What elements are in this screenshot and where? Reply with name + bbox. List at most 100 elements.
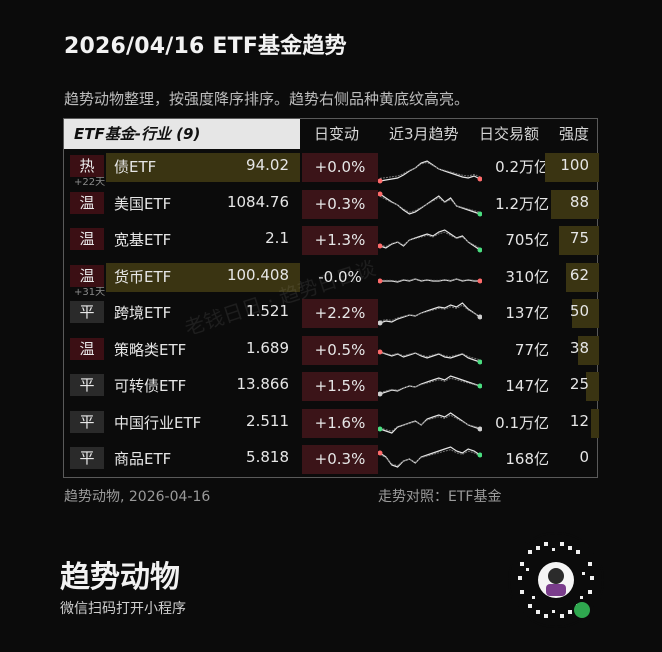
sparkline-path [379,302,481,324]
col-volume-header[interactable]: 日交易额 [479,125,540,143]
sparkline-benchmark-path [379,161,481,179]
sparkline-end-dot [477,452,482,458]
table-row[interactable]: 温策略类ETF 1.689 +0.5% 77亿 38 [64,334,599,370]
sparkline-start-dot [378,450,383,456]
etf-name[interactable]: 宽基ETF [114,231,172,249]
heat-tag: 平 [70,301,104,323]
col-change-header[interactable]: 日变动 [314,125,360,143]
table-row[interactable]: 平跨境ETF 1.521 +2.2% 137亿 50 [64,297,599,333]
page-title: 2026/04/16 ETF基金趋势 [64,34,347,59]
strength-bar [572,299,599,328]
sparkline-path [379,229,481,251]
daily-volume: 137亿 [505,304,549,322]
strength-bar [585,372,599,401]
etf-name[interactable]: 跨境ETF [114,304,172,322]
strength-value: 12 [569,411,589,430]
etf-price: 1.689 [246,338,289,357]
heat-tag: 温 [70,228,104,250]
sparkline-end-dot [477,247,482,253]
sparkline-benchmark-path [379,449,481,467]
sparkline-path [379,375,481,395]
etf-name[interactable]: 可转债ETF [114,377,187,395]
strength-value: 62 [569,265,589,284]
daily-change: +1.6% [302,408,378,438]
etf-name[interactable]: 商品ETF [114,450,172,468]
table-row[interactable]: 平商品ETF 5.818 +0.3% 168亿 0 [64,443,599,479]
mini-program-qr-code[interactable] [508,532,604,628]
strength-value: 50 [569,302,589,320]
trend-sparkline [378,191,482,216]
brand-subtitle: 微信扫码打开小程序 [60,601,186,617]
etf-trend-table: ETF基金-行业 (9) 日变动 近3月趋势 日交易额 强度 热 +22天 债ETF… [63,118,599,479]
heat-tag: 平 [70,374,104,396]
sparkline-benchmark-path [379,350,481,360]
strength-value: 100 [560,156,589,174]
strength-value: 75 [569,229,589,247]
trend-sparkline [378,277,482,283]
qr-code-icon [510,534,602,626]
daily-change: +1.5% [302,372,378,401]
sparkline-end-dot [477,426,482,431]
strength-value: 0 [579,448,589,466]
etf-name[interactable]: 美国ETF [114,194,172,213]
daily-volume: 0.2万亿 [495,158,549,176]
trend-sparkline [378,446,482,468]
sparkline-path [379,350,481,363]
table-row[interactable]: 温宽基ETF 2.1 +1.3% 705亿 75 [64,224,599,260]
etf-price: 94.02 [246,156,289,174]
sparkline-end-dot [477,314,482,320]
etf-price: 1084.76 [226,192,289,211]
sparkline-benchmark-path [379,377,481,394]
heat-tag: 温 [70,337,104,360]
sparkline-start-dot [378,391,383,397]
col-trend-header[interactable]: 近3月趋势 [389,125,459,143]
etf-price: 13.866 [236,375,290,393]
col-strength-header[interactable]: 强度 [559,125,590,143]
daily-change: -0.0% [318,267,362,286]
daily-volume: 77亿 [514,340,549,359]
heat-tag-days: +31天 [74,286,106,298]
daily-volume: 705亿 [505,231,549,249]
etf-name[interactable]: 债ETF [114,158,157,176]
table-row[interactable]: 温 +31天 货币ETF 100.408 -0.0% 310亿 62 [64,261,599,298]
sparkline-path [379,446,481,468]
table-row[interactable]: 温美国ETF 1084.76 +0.3% 1.2万亿 88 [64,188,599,224]
daily-volume: 168亿 [505,450,549,468]
trend-sparkline [378,302,482,326]
strength-bar [551,189,599,219]
table-row[interactable]: 热 +22天 债ETF 94.02 +0.0% 0.2万亿 100 [64,151,599,188]
strength-bar [578,335,599,365]
sparkline-end-dot [477,359,482,364]
daily-volume: 310亿 [505,267,549,286]
daily-volume: 0.1万亿 [495,413,549,432]
sparkline-end-dot [477,383,482,389]
sparkline-benchmark-path [379,231,481,249]
sparkline-benchmark-path [379,195,481,213]
sparkline-benchmark-path [379,414,481,432]
sparkline-start-dot [378,243,383,249]
daily-volume: 147亿 [505,377,549,395]
etf-name[interactable]: 货币ETF [114,267,172,286]
trend-sparkline [378,375,482,397]
table-row[interactable]: 平可转债ETF 13.866 +1.5% 147亿 25 [64,370,599,406]
etf-name[interactable]: 策略类ETF [114,340,187,359]
sparkline-benchmark-path [380,277,480,282]
footer-left: 趋势动物, 2026-04-16 [64,489,211,505]
group-header[interactable]: ETF基金-行业 (9) [64,119,300,149]
trend-sparkline [378,349,482,364]
heat-tag: 热 [70,155,104,177]
trend-sparkline [378,229,482,253]
heat-tag: 平 [70,410,104,433]
trend-sparkline [378,411,482,434]
etf-name[interactable]: 中国行业ETF [114,413,202,432]
etf-price: 2.511 [246,411,289,430]
etf-price: 5.818 [246,448,289,466]
sparkline-start-dot [378,278,383,283]
sparkline-end-dot [477,176,482,182]
strength-value: 38 [569,338,589,357]
sparkline-start-dot [378,349,383,354]
sparkline-path [379,160,481,182]
table-row[interactable]: 平中国行业ETF 2.511 +1.6% 0.1万亿 12 [64,407,599,443]
daily-change: +1.3% [302,226,378,255]
strength-bar [565,262,599,292]
